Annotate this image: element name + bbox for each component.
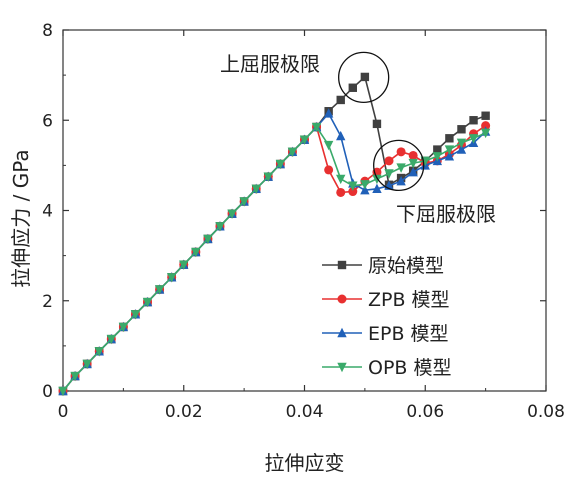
legend-marker	[337, 362, 347, 373]
x-axis-title: 拉伸应变	[265, 451, 345, 475]
data-point	[468, 134, 479, 144]
data-point	[227, 209, 237, 219]
data-point	[191, 247, 201, 258]
data-point	[311, 122, 322, 133]
data-point	[360, 184, 370, 195]
legend-marker	[337, 260, 347, 270]
y-tick-label: 0	[42, 382, 53, 402]
data-point	[348, 187, 358, 197]
data-point	[480, 128, 491, 139]
legend-label: EPB 模型	[368, 323, 449, 345]
legend-item: EPB 模型	[322, 323, 449, 345]
data-point	[372, 183, 382, 194]
data-point	[215, 222, 225, 232]
data-point	[154, 285, 165, 295]
data-point	[263, 172, 273, 182]
series-0	[58, 72, 490, 396]
data-point	[396, 147, 406, 157]
data-point	[142, 297, 153, 308]
legend-item: ZPB 模型	[322, 289, 450, 311]
data-point	[384, 156, 394, 166]
data-point	[287, 147, 298, 158]
data-point	[203, 234, 213, 245]
series-layer	[58, 72, 491, 397]
series-line	[62, 112, 487, 392]
series-3	[58, 122, 491, 397]
data-point	[336, 95, 345, 105]
y-tick-label: 4	[42, 202, 53, 222]
axes: 0 0.02 0.04 0.06 0.08 0 2 4 6 8 拉伸应变 拉伸应力 / GPa	[9, 21, 565, 475]
data-point	[106, 334, 116, 345]
data-point	[372, 174, 382, 185]
data-point	[469, 116, 478, 125]
data-point	[336, 174, 346, 185]
lower-yield-circle	[373, 139, 425, 192]
lower-yield-label: 下屈服极限	[396, 202, 496, 226]
data-point	[58, 386, 68, 397]
y-tick-label: 6	[42, 111, 53, 131]
data-point	[432, 152, 443, 162]
data-point	[336, 130, 346, 141]
data-point	[408, 150, 418, 160]
data-point	[372, 119, 382, 129]
data-point	[456, 144, 467, 154]
data-point	[457, 125, 466, 134]
data-point	[444, 151, 455, 161]
legend-marker	[337, 294, 347, 304]
data-point	[130, 310, 141, 320]
data-point	[408, 166, 418, 177]
legend-label: 原始模型	[368, 255, 444, 277]
y-axis-title: 拉伸应力 / GPa	[9, 149, 33, 287]
data-point	[396, 163, 406, 173]
y-tick-label: 2	[42, 292, 53, 312]
data-point	[360, 72, 370, 82]
x-tick-label: 0.02	[165, 402, 203, 422]
legend-item: 原始模型	[322, 255, 444, 277]
y-tick-label: 8	[42, 21, 53, 41]
data-point	[323, 108, 334, 118]
data-point	[445, 134, 454, 143]
x-tick-label: 0.04	[286, 402, 324, 422]
data-point	[239, 197, 249, 207]
legend: 原始模型 ZPB 模型 EPB 模型 OPB 模型	[322, 255, 452, 379]
x-tick-label: 0	[58, 402, 69, 422]
data-point	[323, 140, 334, 151]
data-point	[433, 145, 442, 154]
data-point	[456, 138, 467, 149]
data-point	[179, 260, 189, 270]
legend-label: OPB 模型	[368, 357, 452, 379]
upper-yield-label: 上屈服极限	[220, 52, 320, 76]
legend-marker	[337, 327, 347, 338]
upper-yield-circle	[338, 51, 390, 104]
data-point	[481, 121, 491, 131]
data-point	[360, 180, 370, 190]
data-point	[275, 159, 286, 170]
data-point	[481, 111, 490, 120]
data-point	[82, 359, 92, 370]
legend-item: OPB 模型	[322, 357, 452, 379]
series-2	[58, 108, 491, 396]
data-point	[251, 184, 261, 195]
data-point	[396, 175, 406, 186]
data-point	[348, 181, 358, 191]
data-point	[70, 371, 80, 382]
data-point	[384, 169, 394, 179]
data-point	[94, 347, 104, 357]
x-tick-label: 0.06	[406, 402, 444, 422]
data-point	[166, 273, 177, 283]
data-point	[118, 322, 129, 333]
data-point	[299, 135, 310, 145]
data-point	[324, 165, 334, 175]
data-point	[444, 145, 455, 155]
data-point	[408, 158, 418, 169]
x-tick-label: 0.08	[527, 402, 565, 422]
data-point	[336, 187, 346, 197]
legend-label: ZPB 模型	[368, 289, 450, 311]
data-point	[348, 83, 357, 92]
